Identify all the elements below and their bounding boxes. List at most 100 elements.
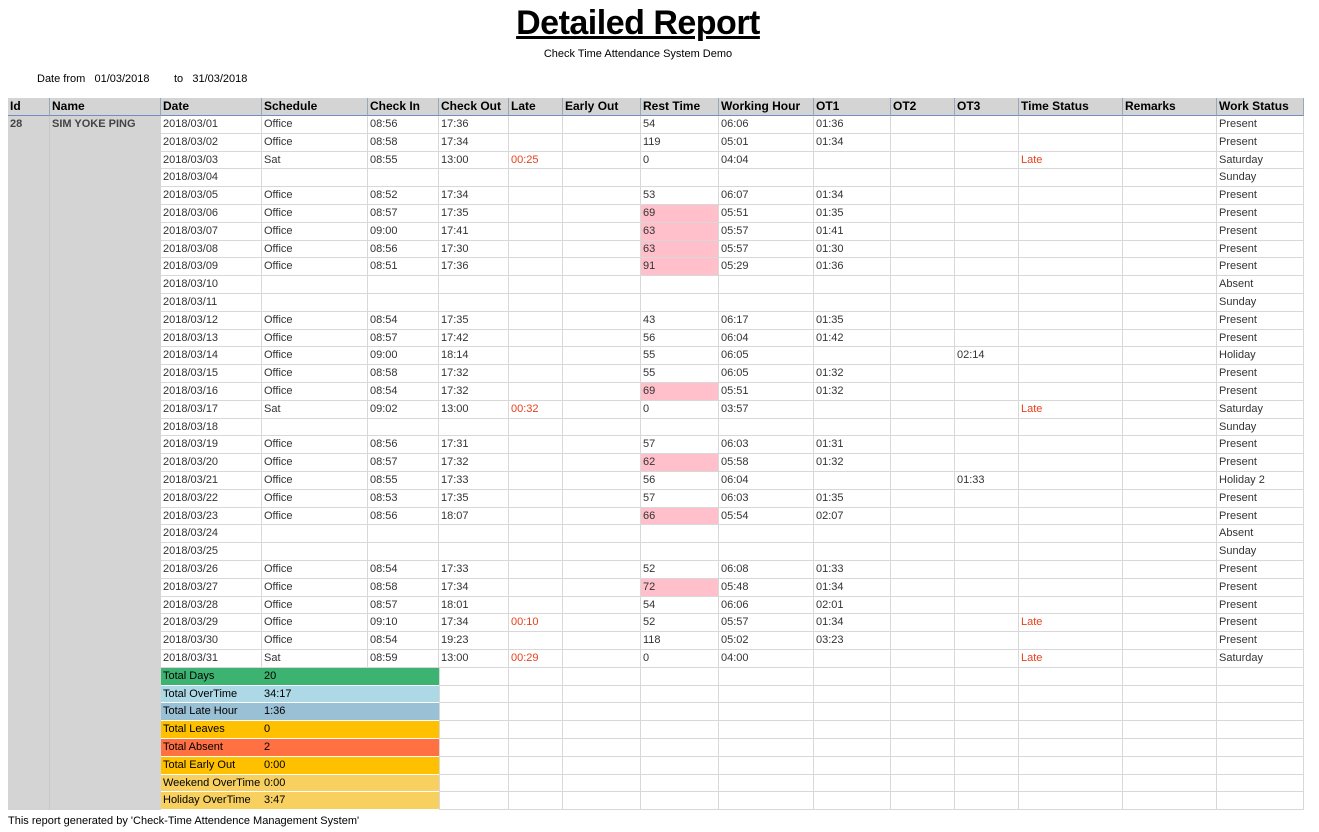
table-cell-ot3 [955,205,1019,223]
table-blank-cell [1217,756,1304,775]
table-cell-check-out: 17:34 [439,578,509,597]
table-cell-ot2 [891,454,955,472]
table-blank-cell [814,792,891,811]
table-cell-late [509,436,563,455]
table-cell-working-hour: 06:04 [719,472,814,490]
table-cell-work-status: Absent [1217,276,1304,294]
table-cell-work-status: Present [1217,311,1304,330]
table-cell-early-out [563,151,641,170]
table-cell-ot2 [891,365,955,383]
table-cell-remarks [1123,383,1217,401]
table-cell-schedule: Office [262,222,368,241]
table-cell-check-in: 08:54 [368,632,439,650]
table-cell-ot1: 03:23 [814,632,891,650]
table-cell-early-out [563,400,641,419]
table-cell-ot2 [891,169,955,188]
table-cell-remarks [1123,454,1217,472]
table-cell-ot1: 01:34 [814,133,891,152]
table-cell-ot2 [891,472,955,490]
table-blank-cell [1019,739,1123,757]
table-cell-time-status: Late [1019,151,1123,170]
table-cell-check-out: 17:31 [439,436,509,455]
table-cell-schedule: Office [262,258,368,277]
table-cell-ot3 [955,507,1019,526]
table-cell-check-in: 08:57 [368,454,439,472]
table-cell-ot2 [891,436,955,455]
table-cell-rest-time: 63 [641,222,719,241]
table-cell-date: 2018/03/21 [161,472,262,490]
table-blank-cell [891,667,955,686]
table-blank-cell [1019,774,1123,793]
table-blank-cell [509,739,563,757]
table-cell-remarks [1123,258,1217,277]
table-cell-ot3 [955,276,1019,294]
table-blank-cell [719,721,814,739]
table-cell-check-in: 09:00 [368,347,439,366]
table-cell-time-status [1019,169,1123,188]
table-cell-working-hour: 05:57 [719,222,814,241]
table-cell-ot2 [891,632,955,650]
table-blank-cell [955,703,1019,722]
table-cell-time-status [1019,525,1123,544]
table-cell-check-out: 17:41 [439,222,509,241]
table-cell-late [509,258,563,277]
table-cell-schedule: Office [262,240,368,259]
table-blank-cell [1217,792,1304,811]
table-cell-schedule: Office [262,596,368,615]
table-cell-check-out [439,525,509,544]
table-cell-remarks [1123,365,1217,383]
table-cell-ot3 [955,240,1019,259]
table-cell-check-out [439,294,509,312]
table-cell-schedule [262,169,368,188]
table-cell-working-hour: 06:07 [719,187,814,205]
table-blank-cell [439,792,509,811]
table-cell-ot1 [814,276,891,294]
table-cell-ot1 [814,294,891,312]
column-header-time-status: Time Status [1019,98,1123,116]
table-cell-date: 2018/03/02 [161,133,262,152]
table-cell-early-out [563,169,641,188]
table-cell-working-hour [719,525,814,544]
table-cell-work-status: Present [1217,489,1304,508]
table-cell-late [509,222,563,241]
table-cell-work-status: Present [1217,578,1304,597]
table-cell-date: 2018/03/25 [161,543,262,561]
table-cell-time-status: Late [1019,614,1123,633]
table-cell-schedule: Office [262,365,368,383]
table-cell-schedule: Office [262,205,368,223]
table-blank-cell [509,774,563,793]
table-cell-working-hour: 06:05 [719,365,814,383]
table-blank-cell [891,685,955,704]
table-cell-early-out [563,632,641,650]
table-cell-ot3 [955,151,1019,170]
table-cell-rest-time [641,543,719,561]
table-cell-schedule: Sat [262,400,368,419]
summary-label-total-absent: Total Absent [161,739,262,757]
table-cell-check-out: 17:34 [439,614,509,633]
table-cell-time-status [1019,294,1123,312]
table-cell-date: 2018/03/27 [161,578,262,597]
table-cell-remarks [1123,151,1217,170]
table-cell-working-hour: 05:54 [719,507,814,526]
date-from-value: 01/03/2018 [94,73,150,85]
table-cell-check-out: 18:07 [439,507,509,526]
table-cell-schedule: Sat [262,650,368,668]
table-cell-ot2 [891,258,955,277]
summary-label-total-late-hour: Total Late Hour [161,703,262,722]
table-cell-ot1: 01:36 [814,116,891,134]
table-cell-rest-time: 53 [641,187,719,205]
table-cell-ot2 [891,418,955,437]
table-blank-cell [891,756,955,775]
table-cell-check-in: 09:02 [368,400,439,419]
table-cell-early-out [563,133,641,152]
table-cell-date: 2018/03/29 [161,614,262,633]
table-cell-check-in: 08:53 [368,489,439,508]
table-cell-ot3 [955,436,1019,455]
table-cell-remarks [1123,436,1217,455]
table-cell-ot1: 01:35 [814,311,891,330]
table-cell-work-status: Saturday [1217,151,1304,170]
table-cell-early-out [563,116,641,134]
table-blank-cell [1123,667,1217,686]
table-cell-work-status: Present [1217,596,1304,615]
table-cell-work-status: Saturday [1217,400,1304,419]
